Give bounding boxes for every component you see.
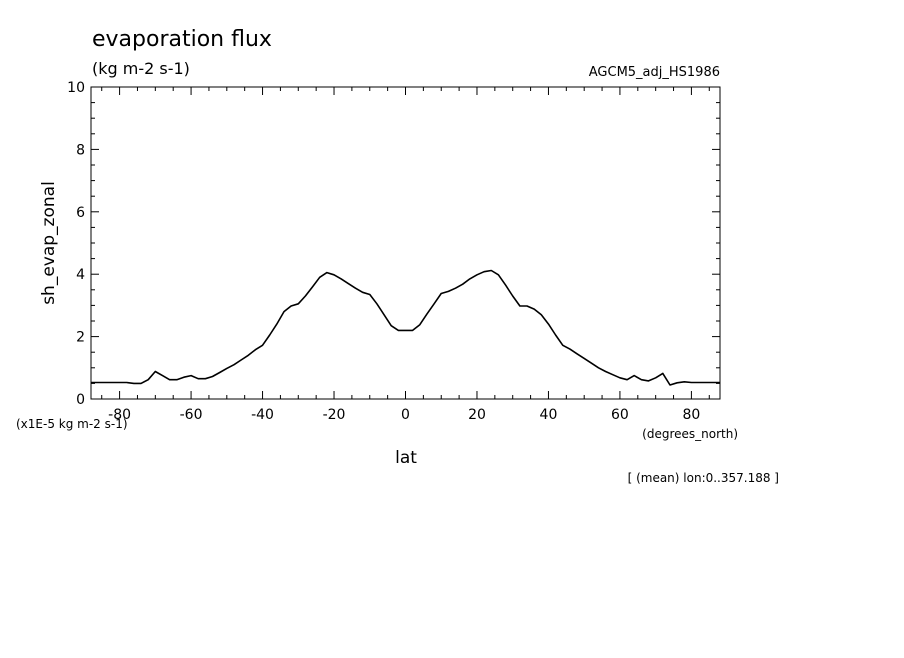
x-tick-label: 20 <box>468 407 486 423</box>
y-tick-label: 8 <box>76 142 85 158</box>
x-axis-label: lat <box>395 448 417 468</box>
y-axis: 0 2 4 6 8 10 <box>67 80 720 408</box>
x-tick-label: -60 <box>180 407 203 423</box>
chart-units: (kg m-2 s-1) <box>92 59 190 78</box>
x-tick-label: -40 <box>251 407 274 423</box>
model-label: AGCM5_adj_HS1986 <box>589 65 720 80</box>
y-axis-label: sh_evap_zonal <box>39 181 59 305</box>
y-tick-label: 0 <box>76 392 85 408</box>
x-axis-units: (degrees_north) <box>642 427 738 441</box>
series-line <box>91 269 720 386</box>
x-tick-label: 80 <box>682 407 700 423</box>
y-scale-note: (x1E-5 kg m-2 s-1) <box>16 417 128 431</box>
y-tick-label: 6 <box>76 205 85 221</box>
y-tick-label: 10 <box>67 80 85 96</box>
x-axis: -80 -60 -40 -20 0 20 40 60 80 <box>101 87 710 423</box>
series-layer <box>91 269 720 386</box>
y-tick-label: 2 <box>76 330 85 346</box>
x-tick-label: -80 <box>108 407 131 423</box>
chart-title: evaporation flux <box>92 27 272 52</box>
y-tick-label: 4 <box>76 267 85 283</box>
x-tick-label: 60 <box>611 407 629 423</box>
x-tick-label: 0 <box>401 407 410 423</box>
plot-frame <box>90 86 721 400</box>
x-tick-label: 40 <box>540 407 558 423</box>
plot-area: -80 -60 -40 -20 0 20 40 60 80 0 2 4 6 8 10 <box>67 80 721 423</box>
footer-note: [ (mean) lon:0..357.188 ] <box>628 471 779 485</box>
x-tick-label: -20 <box>323 407 346 423</box>
